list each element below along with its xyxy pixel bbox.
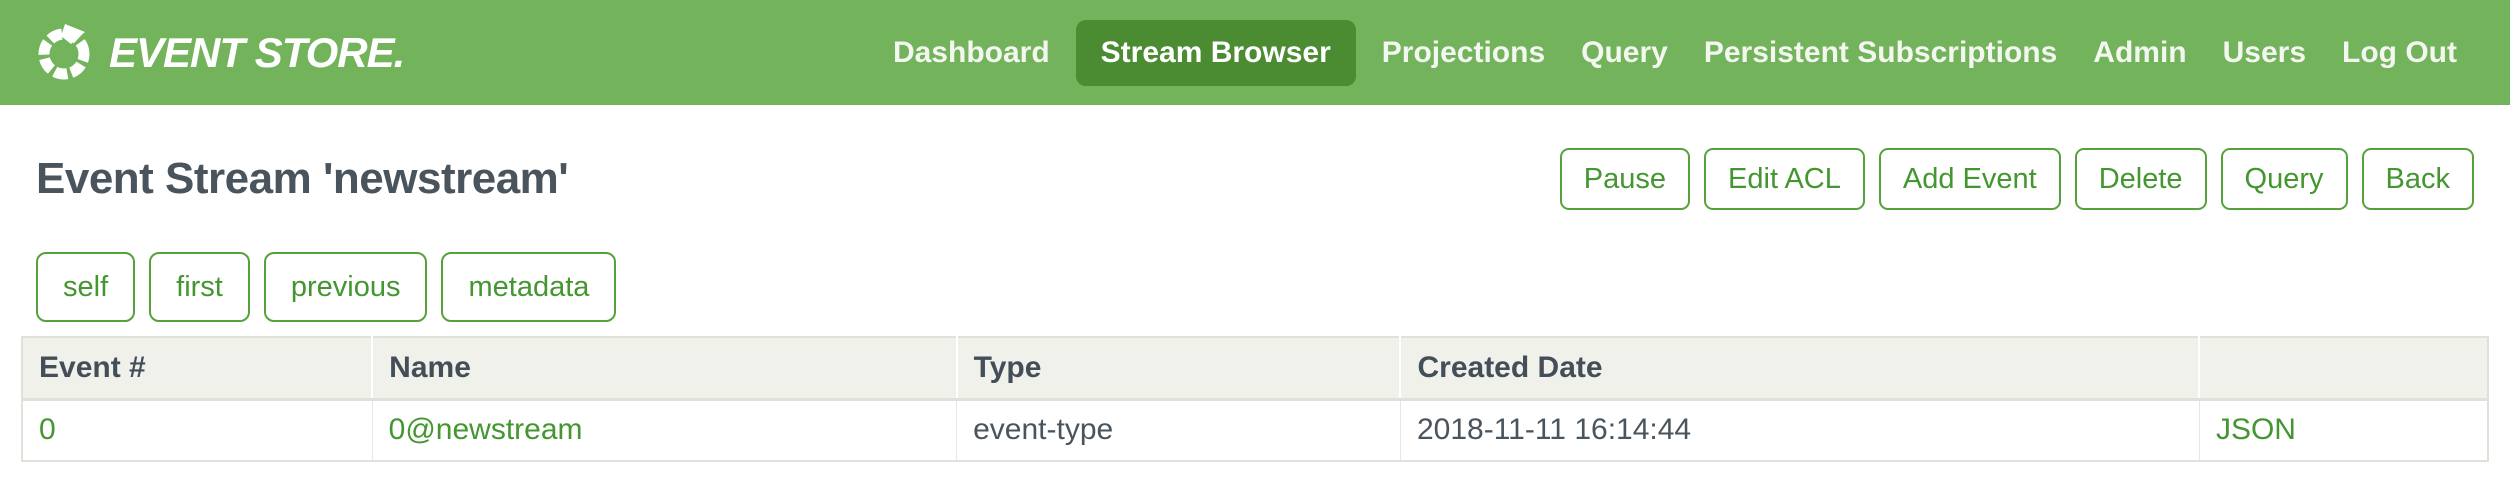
page-title: Event Stream 'newstream' bbox=[36, 154, 569, 203]
nav-item-dashboard[interactable]: Dashboard bbox=[892, 35, 1050, 69]
previous-link-button[interactable]: previous bbox=[263, 252, 428, 322]
events-table-wrapper: Event # Name Type Created Date 0 0@newst… bbox=[21, 336, 2489, 462]
cell-event-number: 0 bbox=[22, 399, 373, 461]
column-header-event-number: Event # bbox=[22, 337, 374, 401]
nav-item-log-out[interactable]: Log Out bbox=[2342, 35, 2457, 69]
content-area: Event Stream 'newstream' Pause Edit ACL … bbox=[0, 148, 2510, 462]
column-header-type: Type bbox=[956, 337, 1402, 401]
column-header-data bbox=[2199, 337, 2488, 401]
nav-item-stream-browser[interactable]: Stream Browser bbox=[1075, 19, 1356, 86]
add-event-button[interactable]: Add Event bbox=[1878, 148, 2061, 210]
stream-action-buttons: Pause Edit ACL Add Event Delete Query Ba… bbox=[1559, 148, 2474, 210]
metadata-link-button[interactable]: metadata bbox=[441, 252, 617, 322]
events-table: Event # Name Type Created Date 0 0@newst… bbox=[21, 336, 2489, 462]
delete-button[interactable]: Delete bbox=[2074, 148, 2207, 210]
json-link[interactable]: JSON bbox=[2215, 413, 2296, 447]
table-row: 0 0@newstream event-type 2018-11-11 16:1… bbox=[22, 399, 2488, 461]
cell-data-link: JSON bbox=[2199, 399, 2488, 461]
stream-nav-links: self first previous metadata bbox=[36, 252, 2474, 322]
nav-item-persistent-subscriptions[interactable]: Persistent Subscriptions bbox=[1703, 35, 2058, 69]
cell-event-name: 0@newstream bbox=[372, 399, 958, 461]
nav-item-projections[interactable]: Projections bbox=[1381, 35, 1546, 69]
edit-acl-button[interactable]: Edit ACL bbox=[1704, 148, 1865, 210]
main-nav: Dashboard Stream Browser Projections Que… bbox=[875, 19, 2475, 86]
table-header-row: Event # Name Type Created Date bbox=[22, 337, 2488, 401]
event-store-logo-text: EVENT STORE. bbox=[109, 28, 405, 76]
nav-item-users[interactable]: Users bbox=[2222, 35, 2307, 69]
column-header-created-date: Created Date bbox=[1400, 337, 2201, 401]
nav-item-query[interactable]: Query bbox=[1581, 35, 1668, 69]
self-link-button[interactable]: self bbox=[36, 252, 136, 322]
nav-item-admin[interactable]: Admin bbox=[2093, 35, 2187, 69]
column-header-name: Name bbox=[372, 337, 958, 401]
event-store-logo[interactable]: EVENT STORE. bbox=[35, 23, 405, 82]
page-header: Event Stream 'newstream' Pause Edit ACL … bbox=[36, 148, 2474, 210]
event-store-logo-icon bbox=[35, 23, 93, 82]
back-button[interactable]: Back bbox=[2361, 148, 2474, 210]
cell-event-type: event-type bbox=[956, 399, 1401, 461]
query-button[interactable]: Query bbox=[2220, 148, 2348, 210]
top-navbar: EVENT STORE. Dashboard Stream Browser Pr… bbox=[0, 0, 2510, 105]
event-number-link[interactable]: 0 bbox=[39, 413, 56, 447]
cell-created-date: 2018-11-11 16:14:44 bbox=[1400, 399, 2200, 461]
event-name-link[interactable]: 0@newstream bbox=[388, 413, 583, 447]
pause-button[interactable]: Pause bbox=[1559, 148, 1691, 210]
first-link-button[interactable]: first bbox=[149, 252, 250, 322]
